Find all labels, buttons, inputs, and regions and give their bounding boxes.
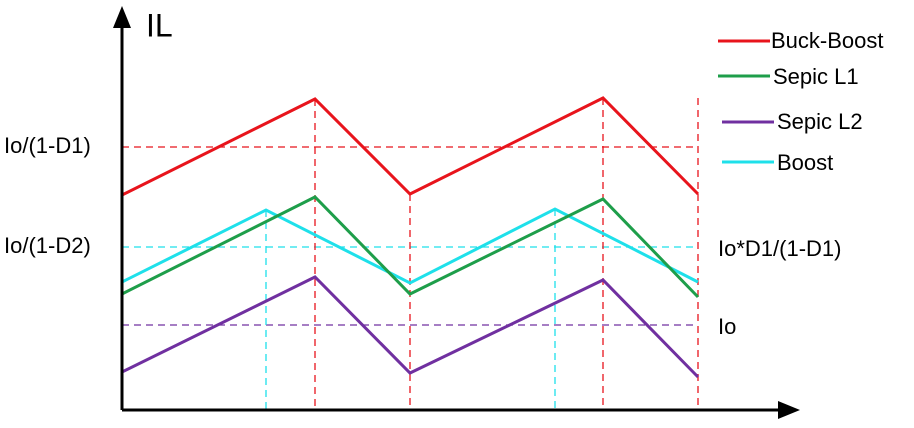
buck-boost-wave xyxy=(121,96,700,197)
x-arrow xyxy=(778,401,800,419)
right-label: Io xyxy=(718,314,736,339)
legend-label: Buck-Boost xyxy=(771,28,884,53)
left-label: Io/(1-D1) xyxy=(4,133,91,158)
legend-label: Sepic L1 xyxy=(773,64,859,89)
legend-label: Boost xyxy=(777,150,833,175)
sepic-l1-wave xyxy=(121,195,700,299)
legend-label: Sepic L2 xyxy=(777,109,863,134)
axis-label: IL xyxy=(146,7,173,43)
y-arrow xyxy=(113,6,131,28)
axes xyxy=(120,22,785,412)
sepic-l2-wave xyxy=(121,275,700,379)
legend: Buck-Boost Sepic L1 Sepic L2 Boost xyxy=(718,28,884,175)
boost-wave xyxy=(121,207,699,285)
left-label: Io/(1-D2) xyxy=(4,233,91,258)
right-label: Io*D1/(1-D1) xyxy=(718,236,841,261)
reference-lines xyxy=(122,98,699,410)
